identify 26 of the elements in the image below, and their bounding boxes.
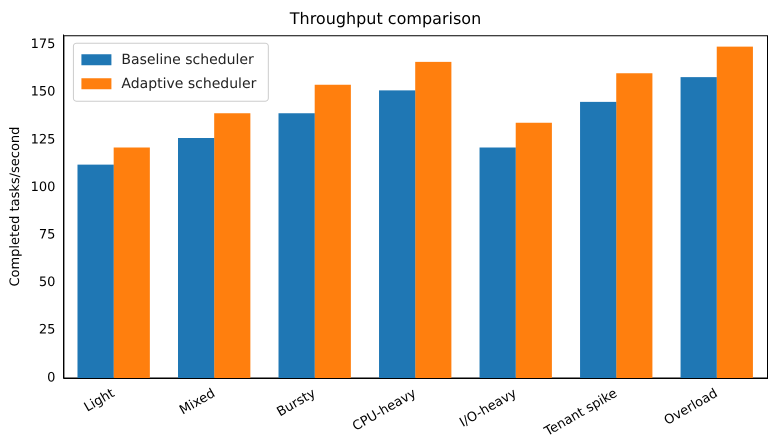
bar: [680, 77, 717, 378]
y-tick-label: 25: [38, 322, 56, 338]
legend-label: Baseline scheduler: [121, 52, 254, 68]
bar: [178, 138, 214, 378]
bar: [114, 148, 150, 378]
bar: [314, 84, 351, 378]
legend-label: Adaptive scheduler: [121, 76, 257, 92]
chart-title: Throughput comparison: [288, 8, 482, 28]
y-tick-label: 50: [38, 275, 56, 290]
bar: [278, 113, 315, 378]
y-tick-label: 125: [30, 132, 56, 148]
y-tick-label: 100: [30, 180, 56, 195]
y-tick-label: 0: [47, 370, 56, 386]
bar: [214, 113, 250, 378]
bar: [379, 90, 416, 378]
bar: [415, 62, 452, 378]
bar: [616, 73, 652, 378]
y-tick-label: 150: [30, 84, 56, 100]
bar: [480, 148, 516, 378]
bar: [516, 122, 552, 378]
bar: [716, 46, 753, 378]
y-tick-label: 75: [38, 228, 56, 243]
bar: [77, 164, 114, 378]
y-tick-label: 175: [30, 37, 56, 52]
y-axis-title: Completed tasks/second: [8, 126, 24, 287]
bar: [580, 102, 616, 378]
